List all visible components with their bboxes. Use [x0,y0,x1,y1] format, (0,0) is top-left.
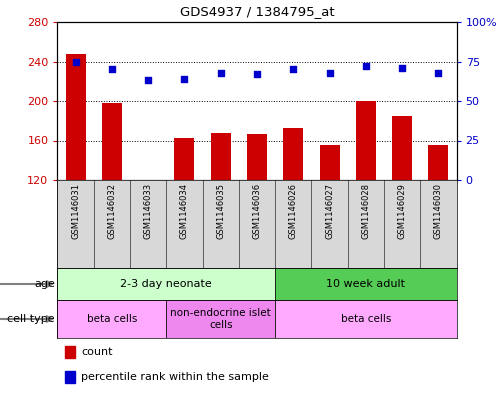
Point [181,76,189,82]
Text: GSM1146029: GSM1146029 [398,183,407,239]
Bar [429,145,449,180]
Point [325,70,333,76]
Text: GSM1146036: GSM1146036 [252,183,261,239]
Bar [175,138,195,180]
Text: 2-3 day neonate: 2-3 day neonate [120,279,212,289]
Text: GSM1146030: GSM1146030 [434,183,443,239]
Bar [247,134,267,180]
Bar [356,101,376,180]
Point [398,65,406,71]
Text: age: age [34,279,55,289]
Point [253,71,261,77]
Text: cell type: cell type [7,314,55,324]
Bar [65,345,75,358]
Point [435,70,443,76]
Bar [275,300,457,338]
Bar [166,300,275,338]
Text: GSM1146034: GSM1146034 [180,183,189,239]
Text: GSM1146032: GSM1146032 [107,183,116,239]
Point [362,63,370,70]
Bar [392,116,412,180]
Point [108,66,116,73]
Text: GSM1146028: GSM1146028 [361,183,370,239]
Text: GSM1146026: GSM1146026 [289,183,298,239]
Point [144,77,152,84]
Text: GSM1146033: GSM1146033 [144,183,153,239]
Bar [65,371,75,383]
Bar [283,128,303,180]
Bar [57,300,166,338]
Point [71,58,79,64]
Point [217,70,225,76]
Text: beta cells: beta cells [87,314,137,324]
Text: GSM1146031: GSM1146031 [71,183,80,239]
Text: count: count [81,347,113,357]
Text: GSM1146027: GSM1146027 [325,183,334,239]
Bar [57,268,275,300]
Bar [102,103,122,180]
Bar [211,132,231,180]
Text: beta cells: beta cells [341,314,391,324]
Bar [65,53,85,180]
Text: percentile rank within the sample: percentile rank within the sample [81,372,269,382]
Text: 10 week adult: 10 week adult [326,279,405,289]
Text: GSM1146035: GSM1146035 [216,183,225,239]
Title: GDS4937 / 1384795_at: GDS4937 / 1384795_at [180,5,334,18]
Bar [319,145,339,180]
Bar [275,268,457,300]
Point [289,66,297,73]
Text: non-endocrine islet
cells: non-endocrine islet cells [170,308,271,330]
